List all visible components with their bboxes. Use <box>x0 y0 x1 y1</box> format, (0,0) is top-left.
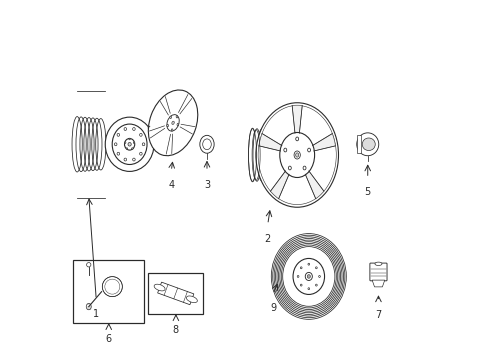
Ellipse shape <box>279 132 314 177</box>
Ellipse shape <box>102 276 122 297</box>
Ellipse shape <box>117 152 120 155</box>
Ellipse shape <box>307 148 310 152</box>
Ellipse shape <box>117 134 120 136</box>
Ellipse shape <box>140 152 142 155</box>
Ellipse shape <box>86 303 91 310</box>
Ellipse shape <box>132 158 135 161</box>
Text: 5: 5 <box>364 187 370 197</box>
Ellipse shape <box>186 296 197 303</box>
Ellipse shape <box>112 124 147 165</box>
Ellipse shape <box>297 275 298 278</box>
Polygon shape <box>305 171 323 199</box>
Ellipse shape <box>293 151 300 159</box>
Polygon shape <box>270 171 288 199</box>
Ellipse shape <box>283 148 286 152</box>
Ellipse shape <box>114 143 117 146</box>
Ellipse shape <box>374 262 381 266</box>
Ellipse shape <box>288 166 291 170</box>
Bar <box>148 273 203 314</box>
Ellipse shape <box>133 142 135 143</box>
Ellipse shape <box>148 90 197 156</box>
Ellipse shape <box>305 273 312 280</box>
Ellipse shape <box>292 258 324 294</box>
Ellipse shape <box>252 129 261 181</box>
Ellipse shape <box>318 275 320 278</box>
Ellipse shape <box>307 288 309 290</box>
Text: 7: 7 <box>375 310 381 320</box>
Ellipse shape <box>124 127 126 130</box>
Ellipse shape <box>300 267 302 269</box>
Ellipse shape <box>171 121 174 125</box>
Text: 3: 3 <box>203 180 210 190</box>
Ellipse shape <box>295 153 298 157</box>
Polygon shape <box>312 134 335 151</box>
Ellipse shape <box>131 148 133 149</box>
Ellipse shape <box>177 123 178 126</box>
Text: 9: 9 <box>269 303 276 313</box>
Ellipse shape <box>362 138 374 150</box>
Ellipse shape <box>356 133 378 156</box>
Ellipse shape <box>86 262 91 267</box>
Ellipse shape <box>300 284 302 286</box>
Ellipse shape <box>176 116 178 118</box>
Ellipse shape <box>315 284 317 286</box>
Ellipse shape <box>105 117 154 171</box>
Ellipse shape <box>166 114 179 131</box>
Ellipse shape <box>307 263 309 265</box>
Ellipse shape <box>142 143 144 146</box>
Text: 6: 6 <box>105 334 112 343</box>
Polygon shape <box>259 134 281 151</box>
Ellipse shape <box>132 127 135 130</box>
Bar <box>73 260 144 323</box>
Ellipse shape <box>124 139 135 150</box>
FancyBboxPatch shape <box>369 263 386 281</box>
Ellipse shape <box>124 158 126 161</box>
Ellipse shape <box>306 275 310 278</box>
Text: 8: 8 <box>172 325 179 335</box>
Ellipse shape <box>315 267 317 269</box>
Ellipse shape <box>257 129 265 181</box>
Ellipse shape <box>255 103 338 207</box>
Ellipse shape <box>295 137 298 141</box>
Ellipse shape <box>128 143 131 146</box>
Polygon shape <box>157 282 193 305</box>
Ellipse shape <box>169 116 171 118</box>
Ellipse shape <box>154 284 165 291</box>
Text: 1: 1 <box>93 309 99 319</box>
Ellipse shape <box>126 148 127 149</box>
Polygon shape <box>291 105 302 133</box>
Bar <box>356 135 360 153</box>
Ellipse shape <box>200 135 214 153</box>
Ellipse shape <box>124 142 125 143</box>
Ellipse shape <box>140 134 142 136</box>
Polygon shape <box>371 280 384 287</box>
Ellipse shape <box>303 166 305 170</box>
Text: 2: 2 <box>264 234 270 244</box>
Text: 4: 4 <box>168 180 174 190</box>
Ellipse shape <box>203 139 211 150</box>
Ellipse shape <box>129 138 130 140</box>
Ellipse shape <box>166 124 168 127</box>
Ellipse shape <box>171 129 173 131</box>
